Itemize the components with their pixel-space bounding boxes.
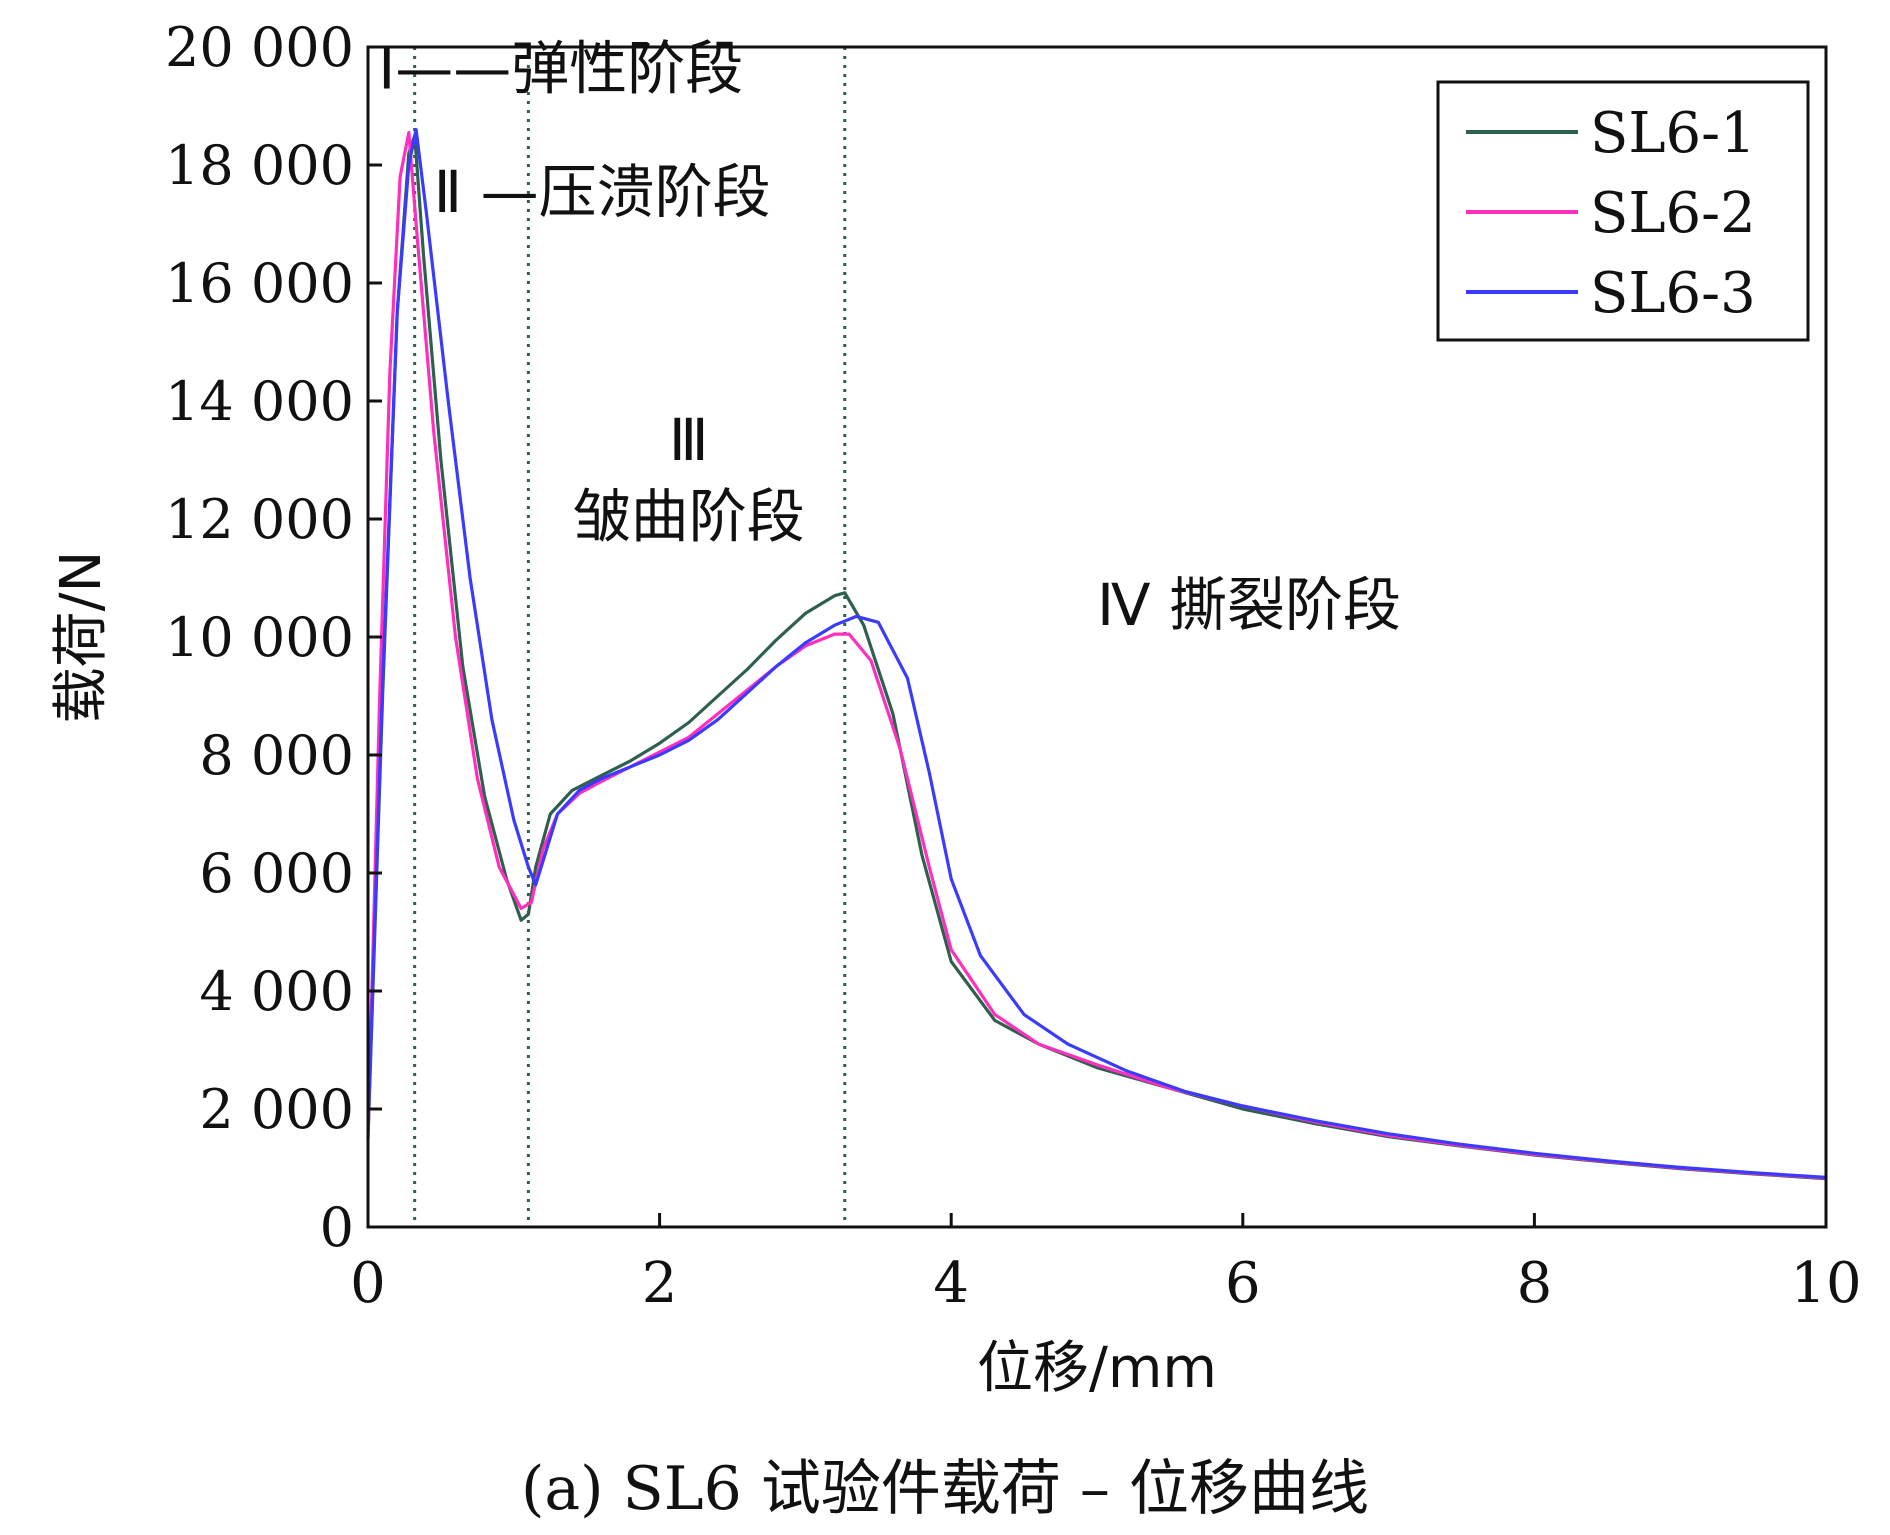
x-tick-label: 0 [350, 1251, 386, 1316]
legend-label: SL6-1 [1590, 101, 1756, 166]
stage-annotations: Ⅰ——弹性阶段 Ⅱ —压溃阶段 Ⅲ 皱曲阶段 Ⅳ 撕裂阶段 [378, 34, 1401, 639]
y-tick-label: 2 000 [199, 1078, 354, 1141]
legend-label: SL6-2 [1590, 181, 1756, 246]
y-tick-label: 10 000 [165, 606, 354, 669]
y-tick-label: 0 [320, 1196, 354, 1259]
stage-boundary-lines [413, 47, 847, 1227]
y-tick-label: 14 000 [165, 370, 354, 433]
y-axis-ticks: 0 2 000 4 000 6 000 8 000 10 000 12 000 14 000 1… [165, 16, 382, 1259]
y-tick-label: 4 000 [199, 960, 354, 1023]
stage-annotation: Ⅰ——弹性阶段 [378, 34, 743, 102]
figure-caption: (a) SL6 试验件载荷 – 位移曲线 [521, 1454, 1369, 1524]
y-tick-label: 6 000 [199, 842, 354, 905]
y-tick-label: 12 000 [165, 488, 354, 551]
series-line-sl6-1 [366, 133, 1827, 1181]
x-tick-label: 2 [642, 1251, 678, 1316]
x-tick-label: 10 [1790, 1251, 1861, 1316]
stage-annotation: Ⅱ —压溃阶段 [434, 158, 771, 226]
y-tick-label: 8 000 [199, 724, 354, 787]
series-line-sl6-3 [366, 128, 1827, 1179]
x-tick-label: 8 [1517, 1251, 1553, 1316]
x-tick-label: 6 [1225, 1251, 1261, 1316]
stage-annotation: Ⅲ [669, 406, 709, 474]
stage-annotation: Ⅳ 撕裂阶段 [1097, 571, 1401, 639]
y-tick-label: 16 000 [165, 252, 354, 315]
series-layer [366, 128, 1827, 1181]
y-axis-label: 载荷/N [49, 551, 114, 724]
y-tick-label: 18 000 [165, 134, 354, 197]
x-tick-label: 4 [933, 1251, 969, 1316]
x-axis-label: 位移/mm [977, 1336, 1217, 1401]
y-tick-label: 20 000 [165, 16, 354, 79]
legend-label: SL6-3 [1590, 261, 1756, 326]
stage-annotation: 皱曲阶段 [573, 483, 805, 551]
legend: SL6-1 SL6-2 SL6-3 [1436, 80, 1810, 342]
x-axis-ticks: 0 2 4 6 8 10 [350, 1213, 1862, 1316]
